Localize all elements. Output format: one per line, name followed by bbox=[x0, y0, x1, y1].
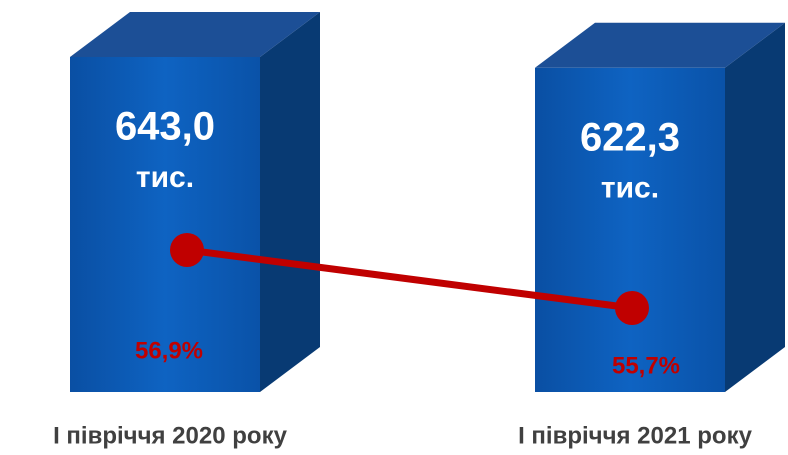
value-label: 643,0 bbox=[115, 105, 215, 149]
value-label: 622,3 bbox=[580, 115, 680, 159]
bar-front bbox=[70, 57, 260, 392]
line-point bbox=[170, 233, 204, 267]
line-value-label: 56,9% bbox=[135, 337, 203, 364]
line-value-label: 55,7% bbox=[612, 352, 680, 379]
bar bbox=[70, 12, 320, 392]
unit-label: тис. bbox=[136, 161, 194, 194]
category-label: І півріччя 2021 року bbox=[518, 422, 753, 449]
bar-top bbox=[70, 12, 320, 57]
line bbox=[186, 246, 633, 312]
bar bbox=[535, 22, 785, 392]
bar-front bbox=[535, 67, 725, 392]
line-point bbox=[615, 291, 649, 325]
bar-side bbox=[725, 22, 785, 392]
bar-top bbox=[535, 22, 785, 68]
category-label: І півріччя 2020 року bbox=[53, 422, 288, 449]
unit-label: тис. bbox=[601, 172, 659, 205]
bar-side bbox=[260, 12, 320, 392]
